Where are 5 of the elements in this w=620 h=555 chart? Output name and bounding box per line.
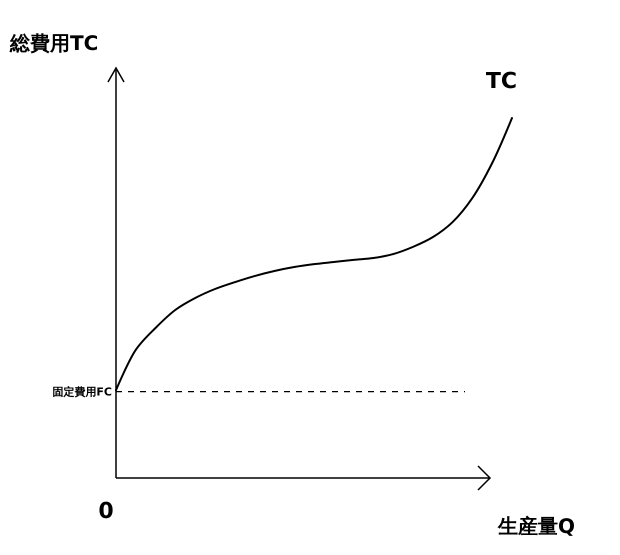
text: 0	[98, 499, 114, 524]
x-axis-title: 生産量Q	[496, 514, 575, 538]
series-label: TC	[486, 69, 517, 94]
ref-line-label: 固定費用FC	[52, 386, 112, 399]
y-axis-title: 総費用TC	[9, 31, 98, 55]
